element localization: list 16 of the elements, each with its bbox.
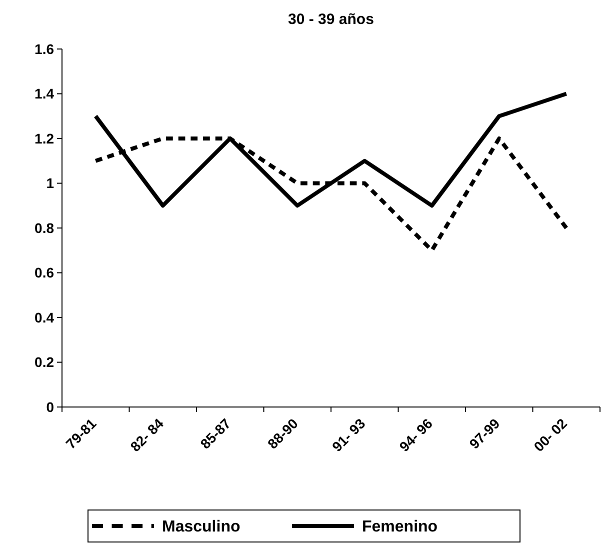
y-tick-label: 1 <box>46 175 54 192</box>
y-tick-label: 0.2 <box>34 354 54 370</box>
x-tick-label: 94- 96 <box>396 415 436 455</box>
y-tick-label: 0.4 <box>34 309 54 326</box>
y-tick-label: 0.6 <box>34 264 54 281</box>
y-tick-label: 1.6 <box>34 40 54 57</box>
y-tick-label: 0 <box>46 398 54 415</box>
y-tick-label: 1.4 <box>34 86 54 102</box>
x-tick-label: 82- 84 <box>127 415 167 455</box>
legend-label: Masculino <box>162 518 240 536</box>
x-tick-label: 00- 02 <box>530 415 570 455</box>
y-tick-label: 0.8 <box>34 220 54 236</box>
legend-label: Femenino <box>362 518 438 536</box>
chart-title: 30 - 39 años <box>288 11 374 28</box>
y-tick-label: 1.2 <box>34 130 54 146</box>
x-tick-label: 91- 93 <box>328 415 368 455</box>
